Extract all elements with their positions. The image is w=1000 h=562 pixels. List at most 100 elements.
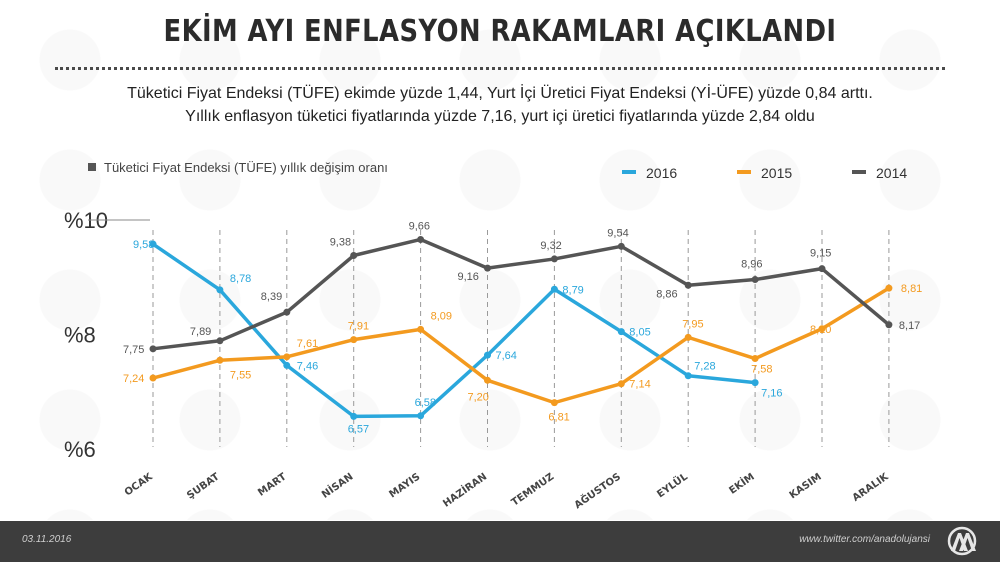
x-tick-label: HAZİRAN	[440, 469, 490, 510]
data-label-2015: 7,55	[230, 369, 251, 381]
x-tick-label: MAYIS	[387, 471, 422, 500]
data-label-2016: 7,28	[694, 361, 715, 373]
data-label-2014: 9,15	[810, 248, 831, 260]
legend-caption-bullet	[88, 163, 96, 171]
data-point-2015	[149, 374, 157, 382]
data-point-2014	[216, 337, 224, 345]
aa-logo-icon	[947, 526, 977, 556]
data-point-2014	[149, 345, 157, 353]
data-label-2015: 8,09	[431, 310, 452, 322]
data-point-2015	[550, 399, 558, 407]
data-label-2016: 9,58	[133, 239, 154, 251]
data-label-2015: 7,95	[682, 318, 703, 330]
title-divider	[55, 67, 945, 70]
data-label-2016: 8,78	[230, 273, 251, 285]
data-point-2015	[484, 376, 491, 384]
data-label-2014: 9,66	[409, 220, 430, 232]
data-label-2016: 7,16	[761, 388, 782, 400]
data-point-2014	[417, 235, 425, 243]
data-point-2015	[885, 284, 893, 292]
data-point-2016	[550, 285, 558, 293]
x-tick-label: EYLÜL	[654, 469, 691, 501]
series-line-2015	[152, 286, 890, 405]
x-tick-label: EKİM	[726, 469, 757, 497]
series-line-2014	[152, 237, 891, 351]
data-label-2014: 9,16	[458, 271, 479, 283]
data-point-2016	[216, 286, 224, 294]
data-point-2016	[350, 412, 358, 420]
data-point-2014	[684, 281, 692, 289]
legend-label-2014: 2014	[876, 165, 907, 181]
x-tick-label: TEMMUZ	[510, 471, 556, 508]
data-label-2015: 7,58	[751, 364, 772, 376]
data-point-2015	[417, 325, 425, 333]
data-label-2014: 8,86	[656, 288, 677, 300]
data-label-2015: 8,10	[810, 324, 831, 336]
legend-swatch-2016	[622, 170, 636, 174]
data-point-2014	[283, 308, 291, 316]
data-point-2015	[216, 356, 224, 364]
data-label-2016: 8,79	[562, 284, 583, 296]
data-label-2016: 7,46	[297, 360, 318, 372]
data-label-2015: 7,14	[629, 379, 650, 391]
data-label-2015: 8,81	[901, 283, 922, 295]
data-point-2016	[149, 240, 157, 248]
x-tick-label: KASIM	[788, 471, 824, 501]
inflation-line-chart: Tüketici Fiyat Endeksi (TÜFE) yıllık değ…	[64, 160, 922, 512]
data-label-2014: 9,32	[540, 240, 561, 252]
data-point-2016	[684, 372, 692, 380]
data-label-2014: 8,39	[261, 291, 282, 303]
subtitle-line-2: Yıllık enflasyon tüketici fiyatlarında y…	[185, 108, 815, 125]
data-label-2014: 9,54	[607, 227, 628, 239]
legend-label-2015: 2015	[761, 165, 792, 181]
data-label-2015: 6,81	[548, 412, 569, 424]
data-label-2016: 6,57	[348, 423, 369, 435]
legend-swatch-2014	[852, 170, 866, 174]
data-point-2015	[751, 355, 759, 363]
x-tick-label: OCAK	[123, 471, 156, 499]
x-tick-label: AĞUSTOS	[571, 470, 623, 512]
data-point-2015	[818, 325, 826, 333]
footer-bar: 03.11.2016 www.twitter.com/anadolujansi	[0, 521, 1000, 562]
y-tick-label: %6	[64, 437, 96, 462]
data-label-2015: 7,91	[348, 321, 369, 333]
data-label-2016: 7,64	[496, 350, 517, 362]
data-label-2014: 7,75	[123, 344, 144, 356]
data-point-2014	[818, 265, 826, 273]
legend-swatch-2015	[737, 170, 751, 174]
subtitle-line-1: Tüketici Fiyat Endeksi (TÜFE) ekimde yüz…	[127, 85, 873, 102]
data-point-2014	[350, 251, 358, 259]
legend-label-2016: 2016	[646, 165, 677, 181]
legend-caption: Tüketici Fiyat Endeksi (TÜFE) yıllık değ…	[104, 160, 388, 175]
x-tick-label: MART	[256, 471, 288, 498]
data-point-2014	[617, 242, 625, 250]
data-label-2014: 7,89	[190, 326, 211, 338]
subtitle: Tüketici Fiyat Endeksi (TÜFE) ekimde yüz…	[40, 82, 960, 128]
page-title: EKİM AYI ENFLASYON RAKAMLARI AÇIKLANDI	[163, 14, 837, 49]
data-point-2016	[283, 361, 291, 369]
data-point-2015	[350, 336, 358, 344]
data-point-2015	[617, 380, 625, 388]
data-point-2015	[684, 333, 692, 341]
data-label-2016: 6,58	[415, 397, 436, 409]
data-label-2015: 7,61	[297, 338, 318, 350]
data-point-2015	[283, 353, 291, 361]
data-label-2014: 8,17	[899, 320, 920, 332]
data-point-2016	[617, 328, 625, 336]
data-point-2014	[550, 255, 558, 263]
x-tick-label: ŞUBAT	[185, 471, 222, 501]
data-point-2014	[484, 264, 491, 272]
data-point-2014	[751, 276, 759, 284]
x-tick-label: NİSAN	[318, 469, 355, 501]
data-label-2015: 7,20	[468, 391, 489, 403]
data-label-2014: 9,38	[330, 236, 351, 248]
footer-url[interactable]: www.twitter.com/anadolujansi	[799, 534, 930, 545]
data-point-2016	[484, 351, 491, 359]
data-label-2015: 7,24	[123, 373, 144, 385]
data-point-2014	[885, 321, 893, 329]
data-label-2016: 8,05	[629, 327, 650, 339]
y-tick-label: %8	[64, 323, 96, 348]
footer-date: 03.11.2016	[22, 534, 72, 545]
data-label-2014: 8,96	[741, 259, 762, 271]
